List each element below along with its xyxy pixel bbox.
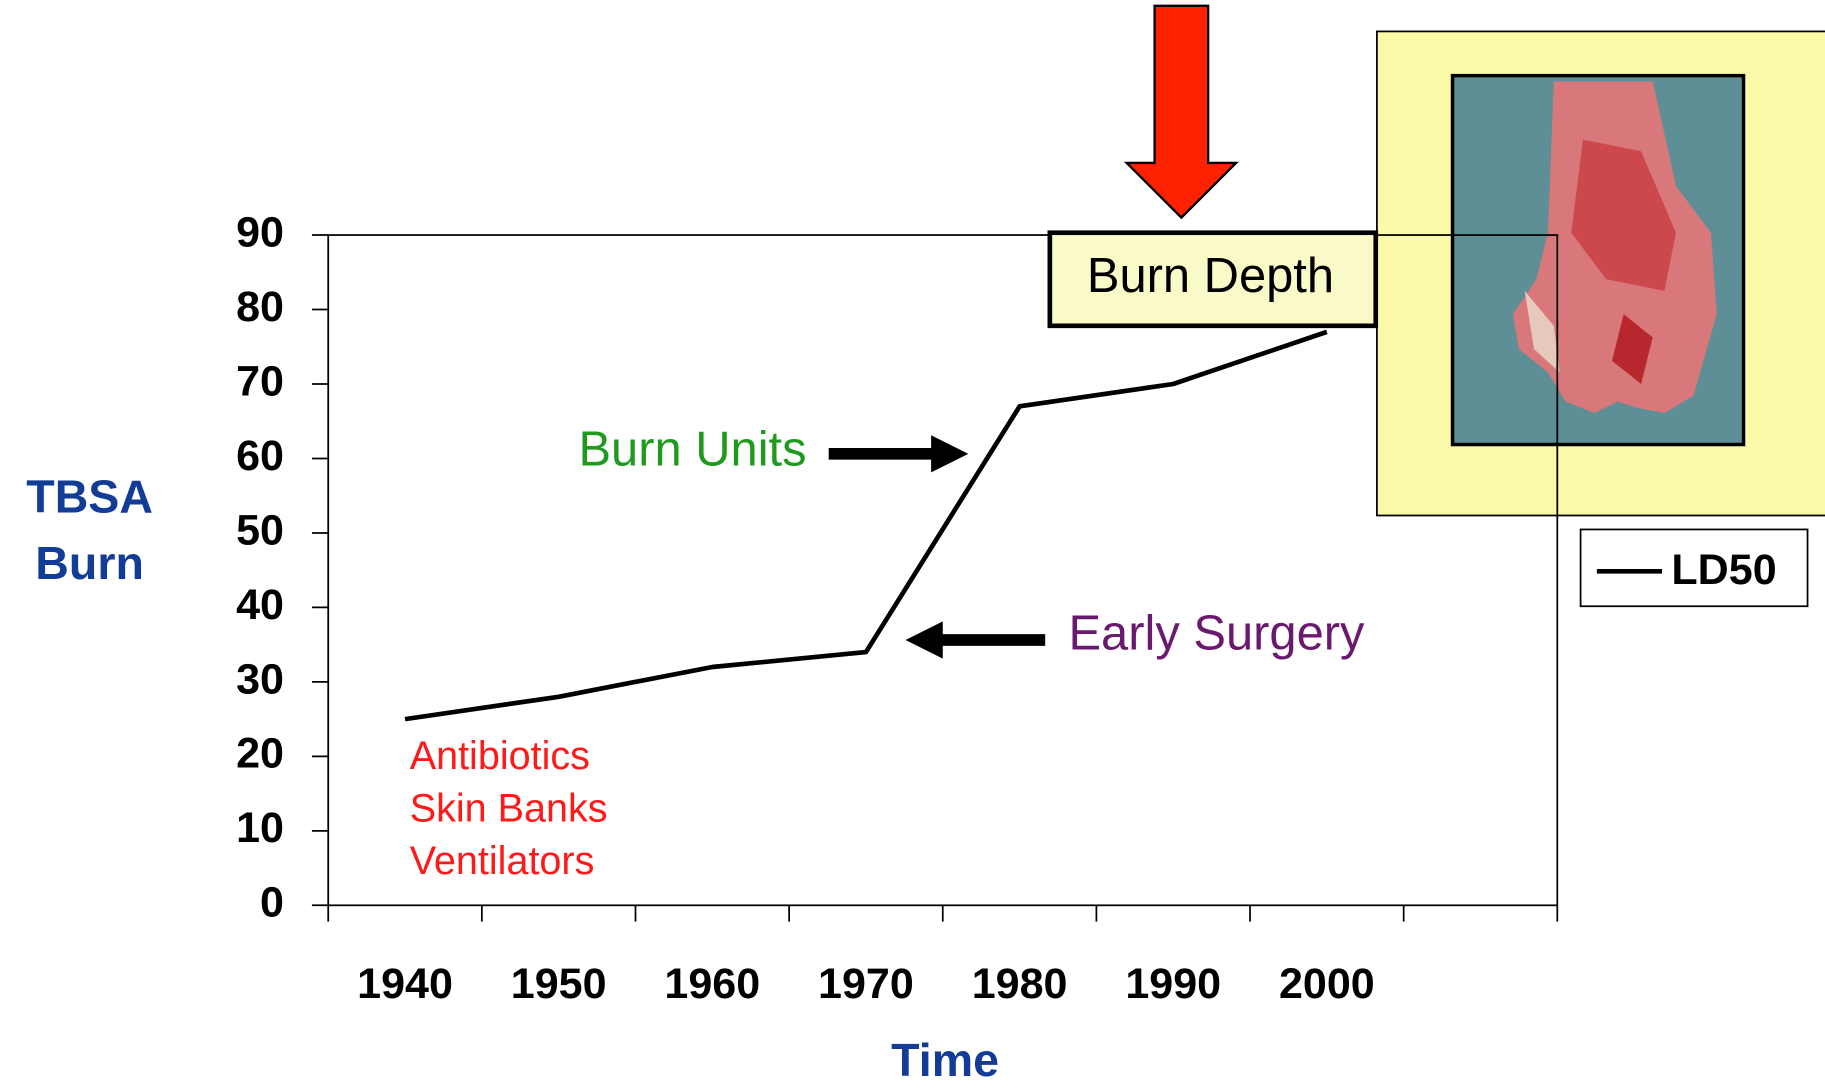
arrow-early-surgery bbox=[905, 621, 1046, 659]
annotation: Burn Depth bbox=[1087, 249, 1334, 303]
data-line bbox=[404, 329, 1328, 722]
x-tick-label: 1980 bbox=[972, 960, 1068, 1008]
y-tick-label: 60 bbox=[236, 432, 284, 480]
annotation: Early Surgery bbox=[1068, 606, 1365, 660]
y-tick-label: 40 bbox=[236, 581, 284, 629]
y-tick-label: 30 bbox=[236, 655, 284, 703]
annotation-box bbox=[1047, 230, 1379, 329]
legend-label: LD50 bbox=[1671, 546, 1776, 594]
y-tick-label: 0 bbox=[260, 879, 284, 927]
y-tick-label: 90 bbox=[236, 208, 284, 256]
x-tick-label: 1990 bbox=[1125, 960, 1221, 1008]
y-axis-label: Burn bbox=[35, 537, 144, 589]
x-tick-label: 2000 bbox=[1279, 960, 1375, 1008]
annotation: Burn Units bbox=[578, 423, 806, 477]
x-axis-label: Time bbox=[891, 1034, 999, 1086]
x-tick-label: 1940 bbox=[357, 960, 453, 1008]
burn-photo bbox=[1450, 73, 1746, 447]
x-tick-label: 1960 bbox=[664, 960, 760, 1008]
y-tick-label: 80 bbox=[236, 283, 284, 331]
x-tick-label: 1970 bbox=[818, 960, 914, 1008]
annotation: Antibiotics bbox=[410, 734, 590, 778]
y-axis-label: TBSA bbox=[26, 471, 153, 523]
red-arrow bbox=[1123, 4, 1239, 220]
arrow-burn-units bbox=[828, 435, 969, 473]
x-tick-label: 1950 bbox=[511, 960, 607, 1008]
y-tick-label: 50 bbox=[236, 506, 284, 554]
y-tick-label: 10 bbox=[236, 804, 284, 852]
y-tick-label: 20 bbox=[236, 730, 284, 778]
legend-box bbox=[1579, 528, 1809, 608]
y-tick-label: 70 bbox=[236, 357, 284, 405]
annotation: Ventilators bbox=[410, 839, 595, 883]
annotation: Skin Banks bbox=[410, 787, 608, 831]
